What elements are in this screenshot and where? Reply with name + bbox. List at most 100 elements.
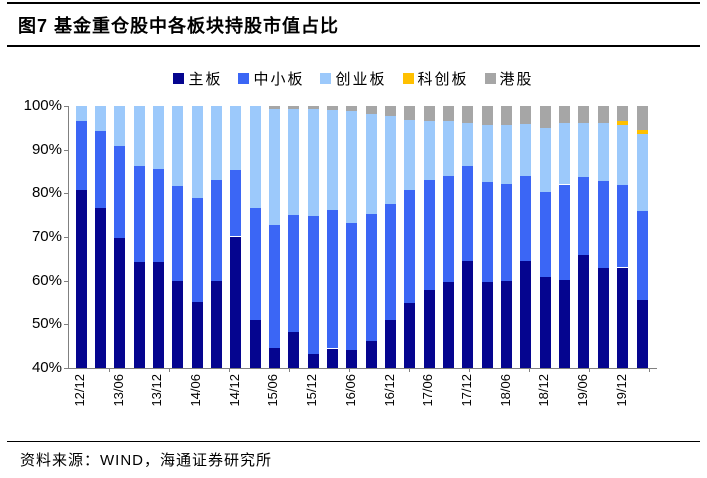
x-axis-label: 18/06: [498, 374, 513, 407]
y-axis-tick: [64, 150, 69, 151]
bar-segment: [462, 106, 473, 123]
bar-segment: [617, 125, 628, 185]
bar-segment: [520, 106, 531, 124]
bar-segment: [366, 340, 377, 368]
bar-segment: [95, 208, 106, 368]
legend-swatch-icon: [173, 73, 185, 84]
bar-segment: [540, 192, 551, 277]
bar-segment: [288, 106, 299, 109]
y-axis-tick: [64, 237, 69, 238]
bar-segment: [598, 123, 609, 181]
x-axis-label: 12/12: [72, 374, 87, 407]
bar-segment: [250, 208, 261, 320]
y-axis-label: 90%: [31, 141, 62, 158]
legend-item: 港股: [484, 68, 534, 89]
bar-segment: [211, 106, 222, 180]
bar-segment: [559, 279, 570, 368]
title-bottom-rule: [7, 45, 700, 47]
y-axis-label: 40%: [31, 359, 62, 376]
bar-segment: [617, 121, 628, 125]
x-axis-tick: [529, 368, 530, 372]
bar-segment: [153, 262, 164, 368]
bar-segment: [462, 261, 473, 368]
bar-segment: [211, 180, 222, 281]
bar-segment: [598, 106, 609, 123]
bar-segment: [637, 300, 648, 368]
bar-segment: [520, 124, 531, 176]
bar-segment: [443, 176, 454, 282]
x-axis-tick: [109, 368, 110, 372]
y-axis-tick: [64, 193, 69, 194]
bar-segment: [269, 348, 280, 368]
bar-segment: [327, 106, 338, 110]
bar-segment: [617, 268, 628, 368]
bar-segment: [443, 282, 454, 368]
bar-segment: [211, 281, 222, 368]
bar-segment: [76, 121, 87, 190]
bar-segment: [308, 106, 319, 109]
bar-segment: [617, 185, 628, 267]
legend-label: 科创板: [417, 71, 469, 88]
bar-segment: [637, 130, 648, 134]
x-axis-tick: [409, 368, 410, 372]
title-top-rule: [7, 2, 700, 4]
bar-segment: [637, 106, 648, 130]
x-axis-label: 16/06: [343, 374, 358, 407]
x-axis-tick: [589, 368, 590, 372]
data-source-note: 资料来源：WIND，海通证券研究所: [20, 452, 272, 469]
legend-swatch-icon: [484, 73, 496, 84]
bar-segment: [308, 216, 319, 354]
bar-segment: [172, 186, 183, 281]
legend-swatch-icon: [320, 73, 332, 84]
bar-segment: [192, 106, 203, 198]
bar-segment: [366, 106, 377, 114]
x-axis-label: 14/12: [227, 374, 242, 407]
bar-segment: [230, 170, 241, 236]
bar-segment: [578, 255, 589, 368]
bar-segment: [385, 106, 396, 116]
bar-segment: [230, 106, 241, 170]
y-axis-tick: [64, 106, 69, 107]
bar-segment: [462, 165, 473, 261]
y-axis-label: 100%: [23, 97, 62, 114]
legend-label: 主板: [188, 71, 223, 88]
bar-segment: [385, 116, 396, 204]
bar-segment: [192, 198, 203, 302]
x-axis-label: 17/06: [420, 374, 435, 407]
x-axis-label: 18/12: [536, 374, 551, 407]
bar-segment: [308, 109, 319, 216]
bar-segment: [443, 106, 454, 121]
bar-segment: [346, 106, 357, 111]
bar-segment: [482, 106, 493, 125]
bar-segment: [346, 350, 357, 368]
bar-segment: [598, 180, 609, 268]
bar-segment: [404, 190, 415, 303]
bar-segment: [134, 262, 145, 368]
legend-label: 港股: [499, 71, 534, 88]
bar-segment: [404, 120, 415, 190]
legend-item: 科创板: [402, 68, 469, 89]
x-axis-tick: [169, 368, 170, 372]
bar-segment: [192, 302, 203, 368]
bar-segment: [637, 210, 648, 300]
x-axis-tick: [229, 368, 230, 372]
bar-segment: [288, 109, 299, 215]
bar-segment: [95, 131, 106, 208]
bar-segment: [578, 123, 589, 177]
footer-rule: [7, 441, 700, 442]
x-axis-tick: [349, 368, 350, 372]
x-axis-tick: [649, 368, 650, 372]
figure-title: 图7 基金重仓股中各板块持股市值占比: [18, 16, 340, 36]
legend-swatch-icon: [238, 73, 250, 84]
bar-segment: [153, 106, 164, 169]
bar-segment: [327, 110, 338, 210]
x-axis-tick: [289, 368, 290, 372]
bar-segment: [559, 123, 570, 184]
y-axis-tick: [64, 324, 69, 325]
bar-segment: [578, 106, 589, 123]
bar-segment: [269, 106, 280, 109]
bar-segment: [520, 261, 531, 368]
y-axis-label: 60%: [31, 272, 62, 289]
bar-segment: [269, 109, 280, 225]
